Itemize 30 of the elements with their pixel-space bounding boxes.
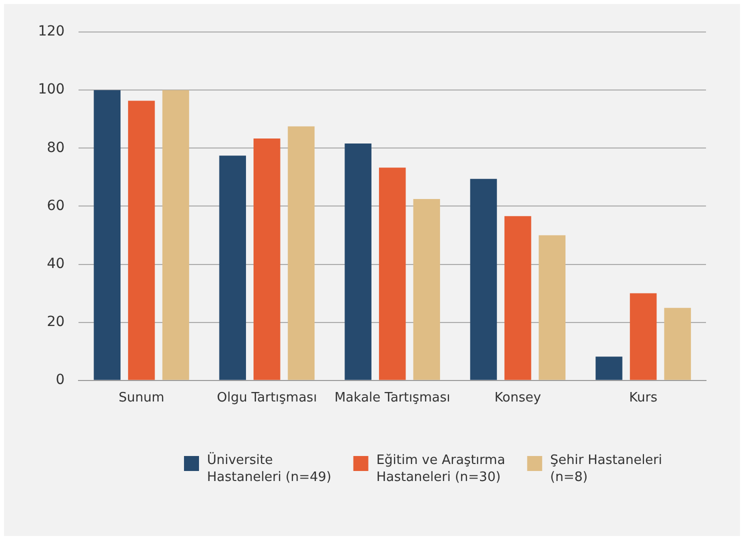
bar <box>504 216 532 380</box>
x-tick-label: Olgu Tartışması <box>216 390 317 406</box>
bar <box>664 308 691 380</box>
x-tick-label: Konsey <box>494 390 542 406</box>
bar <box>219 156 246 380</box>
bar <box>378 168 406 380</box>
legend-label: Şehir Hastaneleri (n=8) <box>550 452 662 485</box>
bar <box>288 126 315 380</box>
y-tick-label: 0 <box>56 372 65 388</box>
bar <box>470 178 497 380</box>
bar <box>596 356 622 380</box>
y-tick-label: 80 <box>46 140 65 156</box>
bar <box>538 235 566 380</box>
bar <box>128 100 155 380</box>
bar <box>630 293 657 380</box>
bar <box>94 90 121 380</box>
x-tick-label: Sunum <box>118 390 164 406</box>
x-tick-label: Kurs <box>629 390 658 406</box>
y-tick-label: 40 <box>46 256 65 272</box>
bar <box>344 143 372 380</box>
x-tick-label: Makale Tartışması <box>334 390 450 406</box>
y-tick-label: 20 <box>46 314 65 330</box>
bar <box>254 138 280 380</box>
bar <box>413 198 440 380</box>
legend-label: Eğitim ve Araştırma Hastaneleri (n=30) <box>376 452 506 485</box>
y-tick-label: 100 <box>38 82 65 98</box>
y-tick-label: 120 <box>38 24 65 40</box>
bar <box>162 90 190 380</box>
y-tick-label: 60 <box>46 198 65 214</box>
legend-label: Üniversite Hastaneleri (n=49) <box>207 452 332 485</box>
